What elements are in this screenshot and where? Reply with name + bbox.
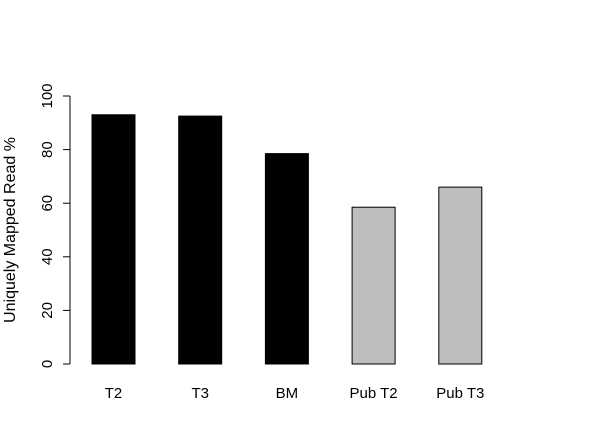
- bars: [91, 114, 483, 365]
- y-tick-label: 80: [39, 141, 56, 158]
- y-tick-label: 0: [39, 360, 56, 368]
- y-tick-label: 60: [39, 195, 56, 212]
- x-tick-label: Pub T2: [350, 385, 398, 402]
- x-tick-label: BM: [276, 385, 299, 402]
- y-axis: 0 20 40 60 80 100: [39, 83, 71, 368]
- x-tick-label: T3: [191, 385, 209, 402]
- x-tick-label: T2: [105, 385, 123, 402]
- bar-t2: [91, 114, 136, 365]
- bar-pub-t2: [351, 206, 396, 365]
- bar-pub-t3: [438, 186, 483, 365]
- y-tick-label: 100: [39, 83, 56, 108]
- x-tick-label: Pub T3: [436, 385, 484, 402]
- bar-t3: [178, 115, 223, 365]
- y-tick-label: 40: [39, 248, 56, 265]
- y-axis-label: Uniquely Mapped Read %: [2, 137, 19, 323]
- bar-bm: [264, 153, 309, 365]
- y-tick-label: 20: [39, 302, 56, 319]
- x-axis-labels: T2 T3 BM Pub T2 Pub T3: [105, 385, 485, 402]
